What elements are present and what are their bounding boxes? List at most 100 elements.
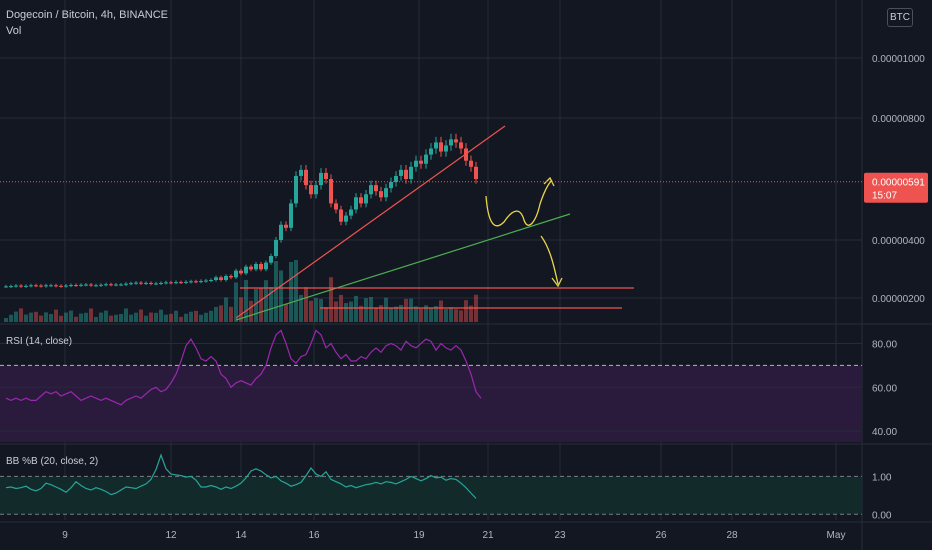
candle-body — [304, 169, 308, 186]
price-tick-label: 0.00001000 — [872, 54, 925, 65]
candle-body — [409, 166, 413, 179]
volume-bar — [374, 307, 378, 322]
candle-body — [434, 142, 438, 149]
candle-body — [344, 215, 348, 222]
time-tick-label: 9 — [62, 530, 68, 541]
volume-bar — [459, 310, 463, 322]
candle-body — [339, 209, 343, 222]
volume-bar — [194, 310, 198, 322]
candle-body — [439, 142, 443, 152]
volume-bar — [74, 316, 78, 322]
rsi-pane-label[interactable]: RSI (14, close) — [6, 336, 73, 347]
candle-body — [144, 282, 148, 284]
bb-series-line — [5, 453, 477, 499]
volume-bar — [84, 312, 88, 322]
symbol-title[interactable]: Dogecoin / Bitcoin, 4h, BINANCE — [6, 9, 169, 21]
volume-bar — [349, 301, 353, 322]
candle-body — [204, 280, 208, 282]
volume-bar — [279, 270, 283, 322]
rsi-series-line — [5, 329, 482, 406]
candle-body — [109, 284, 113, 286]
candle-body — [349, 209, 353, 216]
candle-body — [384, 188, 388, 198]
candle-body — [139, 282, 143, 284]
candle-body — [64, 285, 68, 287]
volume-bar — [329, 277, 333, 322]
candle-body — [239, 270, 243, 274]
time-tick-label: 28 — [726, 530, 738, 541]
volume-bar — [89, 308, 93, 322]
candle-body — [294, 175, 298, 204]
volume-bar — [234, 282, 238, 322]
volume-bar — [219, 305, 223, 322]
candle-body — [269, 256, 273, 263]
candle-body — [469, 160, 473, 167]
volume-bar — [244, 279, 248, 322]
volume-label[interactable]: Vol — [6, 25, 22, 37]
rsi-tick-label: 60.00 — [872, 383, 897, 394]
candle-body — [194, 281, 198, 283]
countdown-label: 15:07 — [872, 191, 897, 202]
candle-body — [219, 277, 223, 280]
candle-body — [9, 286, 13, 288]
candle-body — [14, 285, 18, 287]
volume-bar — [259, 288, 263, 322]
bb-tick-label: 0.00 — [872, 510, 892, 521]
volume-bar — [229, 306, 233, 322]
candle-body — [379, 191, 383, 198]
volume-bar — [169, 313, 173, 322]
candle-body — [289, 203, 293, 228]
candle-body — [464, 148, 468, 161]
candle-body — [334, 203, 338, 210]
forecast-sketch-path — [485, 179, 553, 227]
volume-bar — [49, 314, 53, 322]
volume-bar — [174, 310, 178, 322]
volume-bar — [269, 287, 273, 322]
volume-bar — [4, 318, 8, 322]
volume-bar — [24, 314, 28, 322]
volume-bar — [239, 297, 243, 322]
candle-body — [89, 284, 93, 286]
volume-bar — [429, 307, 433, 322]
volume-bar — [54, 309, 58, 322]
candle-body — [444, 145, 448, 152]
bb-pane-label[interactable]: BB %B (20, close, 2) — [6, 456, 99, 467]
bb-tick-label: 1.00 — [872, 472, 892, 483]
volume-bar — [304, 287, 308, 322]
volume-bar — [199, 314, 203, 322]
candle-body — [84, 284, 88, 286]
candle-body — [29, 285, 33, 287]
candle-body — [224, 276, 228, 280]
candle-body — [449, 139, 453, 146]
volume-bar — [184, 313, 188, 322]
volume-bar — [94, 317, 98, 322]
candle-body — [174, 282, 178, 284]
candle-body — [199, 281, 203, 283]
rsi-band — [0, 365, 862, 442]
candle-body — [149, 282, 153, 284]
last-price-label: 0.00000591 — [872, 178, 925, 189]
volume-bar — [79, 313, 83, 322]
candle-body — [249, 266, 253, 270]
currency-badge[interactable]: BTC — [887, 8, 913, 27]
candle-body — [159, 282, 163, 284]
volume-bar — [294, 260, 298, 322]
volume-bar — [334, 301, 338, 322]
volume-bar — [464, 300, 468, 322]
candle-body — [354, 197, 358, 210]
volume-bar — [354, 295, 358, 322]
candle-body — [309, 185, 313, 195]
candle-body — [274, 240, 278, 256]
volume-bar — [389, 308, 393, 322]
candle-body — [414, 160, 418, 167]
volume-bar — [394, 306, 398, 322]
candle-body — [234, 270, 238, 278]
volume-bar — [344, 303, 348, 322]
candle-body — [59, 285, 63, 287]
volume-bar — [434, 306, 438, 322]
candle-body — [119, 284, 123, 286]
candle-body — [474, 166, 478, 179]
